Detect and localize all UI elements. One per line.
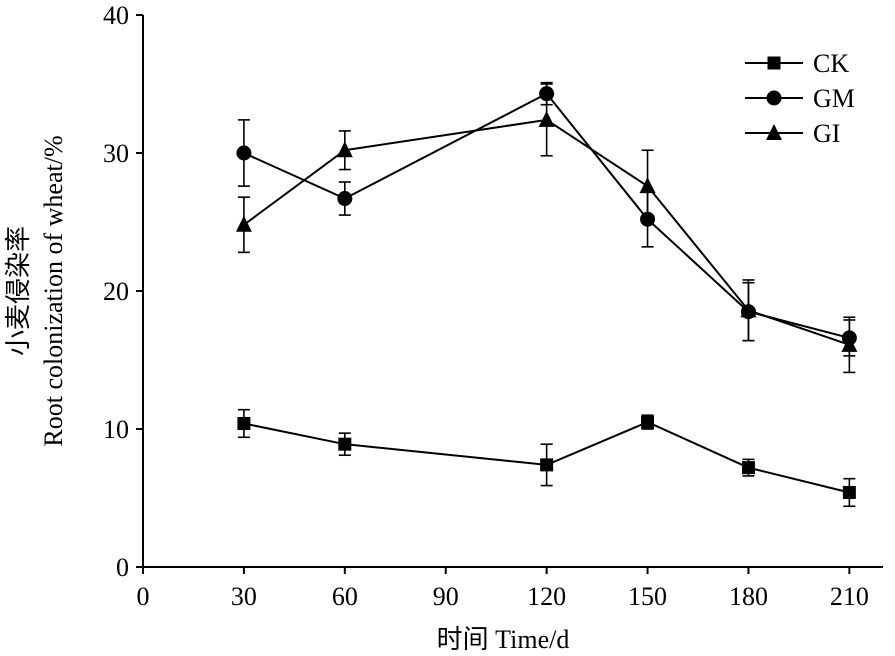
legend-label: GM bbox=[813, 84, 855, 113]
y-tick-label: 10 bbox=[103, 415, 129, 444]
legend-marker-circle bbox=[766, 90, 782, 106]
data-point-gi bbox=[740, 301, 757, 318]
series-line-gi bbox=[243, 118, 850, 346]
x-tick-label: 150 bbox=[628, 582, 667, 611]
x-tick-label: 120 bbox=[527, 582, 566, 611]
series-ck bbox=[237, 408, 856, 508]
y-axis-title-chinese: 小麦侵染率 bbox=[4, 226, 33, 356]
x-tick-label: 30 bbox=[231, 582, 257, 611]
legend-item-ck: CK bbox=[745, 49, 849, 78]
series-layer bbox=[235, 81, 858, 508]
data-point-gi bbox=[841, 335, 858, 352]
data-point-gm bbox=[236, 145, 252, 161]
data-point-ck bbox=[641, 415, 655, 429]
x-axis-title: 时间 Time/d bbox=[437, 625, 570, 654]
x-tick-label: 0 bbox=[137, 582, 150, 611]
data-point-gi bbox=[639, 177, 656, 194]
data-point-ck bbox=[842, 485, 856, 499]
legend-marker-square bbox=[767, 56, 781, 70]
data-point-gi bbox=[336, 141, 353, 158]
legend: CK GM GI bbox=[745, 49, 855, 148]
x-tick-label: 60 bbox=[332, 582, 358, 611]
y-tick-label: 20 bbox=[103, 277, 129, 306]
y-tick-label: 30 bbox=[103, 139, 129, 168]
data-point-gi bbox=[538, 110, 555, 127]
y-tick-label: 40 bbox=[103, 1, 129, 30]
x-tick-label: 90 bbox=[433, 582, 459, 611]
data-point-gi bbox=[235, 215, 252, 232]
data-point-ck bbox=[338, 437, 352, 451]
legend-marker-triangle bbox=[766, 124, 782, 140]
x-tick-label: 180 bbox=[729, 582, 768, 611]
data-point-ck bbox=[741, 461, 755, 475]
series-gi bbox=[235, 83, 858, 374]
legend-item-gm: GM bbox=[745, 84, 855, 113]
legend-label: CK bbox=[813, 49, 849, 78]
series-line-ck bbox=[243, 421, 850, 494]
y-tick-label: 0 bbox=[116, 553, 129, 582]
data-point-ck bbox=[237, 416, 251, 430]
x-tick-label: 210 bbox=[830, 582, 869, 611]
y-axis-title-english: Root colonization of wheat/% bbox=[39, 135, 68, 446]
legend-label: GI bbox=[813, 119, 840, 148]
data-point-gm bbox=[337, 191, 353, 207]
axes: 0 30 60 90 120 150 180 210 0 10 20 30 40 bbox=[103, 1, 883, 611]
data-point-ck bbox=[540, 458, 554, 472]
legend-item-gi: GI bbox=[745, 119, 840, 148]
